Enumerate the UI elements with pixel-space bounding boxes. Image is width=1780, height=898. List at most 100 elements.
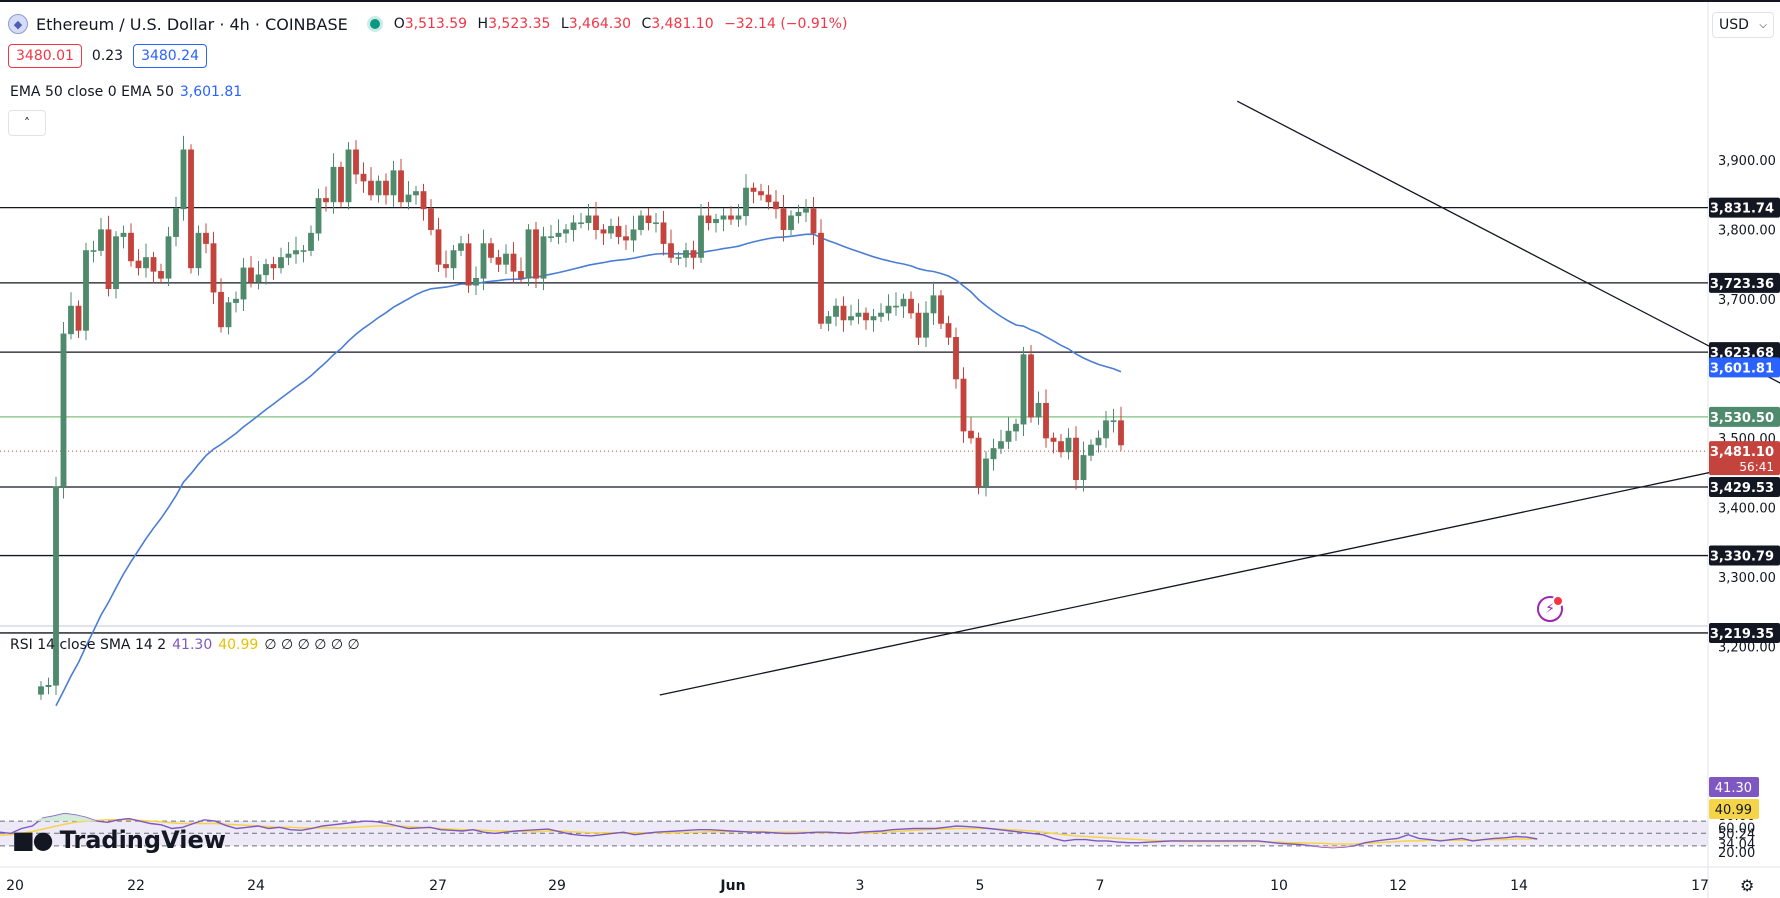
candle (165, 236, 172, 279)
candle (773, 201, 779, 210)
candle (113, 236, 119, 290)
lightning-icon[interactable]: ⚡ (1537, 595, 1564, 622)
ema-line (55, 233, 1122, 707)
candle (555, 232, 562, 237)
candle (885, 305, 892, 314)
currency-label: USD (1719, 17, 1749, 33)
sell-button[interactable]: 3480.01 (8, 44, 82, 68)
candle (1073, 437, 1079, 481)
candle (960, 378, 967, 432)
price-tick-label: 3,800.00 (1718, 224, 1776, 239)
current-price-badge: 3,481.10 (1710, 445, 1774, 460)
candle (953, 337, 959, 380)
candle (120, 232, 127, 237)
candle (863, 312, 869, 321)
level-badge-bg (1709, 622, 1780, 643)
trendline (659, 456, 1780, 696)
gear-icon[interactable]: ⚙ (1740, 876, 1755, 895)
candle (795, 212, 802, 217)
candle (1028, 354, 1034, 418)
level-badge: 3,723.36 (1710, 277, 1774, 292)
time-tick-label: 29 (548, 878, 566, 894)
symbol-title[interactable]: Ethereum / U.S. Dollar · 4h · COINBASE (36, 14, 348, 34)
tv-mark-icon: ■● (12, 826, 54, 854)
collapse-legend-button[interactable]: ˄ (8, 110, 46, 136)
trendline (1236, 100, 1780, 384)
ema-badge: 3,601.81 (1710, 361, 1774, 376)
rsi-badge: 41.30 (1715, 781, 1752, 796)
candle (38, 686, 44, 695)
candle (848, 316, 854, 321)
candle (315, 198, 322, 234)
candle (345, 149, 352, 203)
candle (1103, 420, 1109, 439)
candle (705, 215, 712, 224)
candle (270, 264, 277, 269)
candle (383, 180, 389, 196)
candle (1088, 444, 1094, 456)
candle (1118, 420, 1124, 446)
candle (698, 215, 704, 258)
candle (1110, 420, 1117, 422)
candle (810, 208, 817, 234)
candle (435, 229, 442, 265)
ethereum-icon: ◆ (8, 14, 28, 34)
candle (263, 264, 269, 276)
candle (45, 684, 52, 687)
candle (465, 243, 472, 286)
candle (780, 208, 787, 230)
candle (210, 243, 217, 293)
candle (255, 274, 262, 283)
candle (360, 173, 367, 182)
candle (98, 229, 104, 251)
time-tick-label: 7 (1096, 878, 1105, 894)
candle (540, 236, 547, 279)
candle (1058, 441, 1064, 453)
candle (83, 250, 89, 331)
candle (675, 257, 682, 259)
candle (68, 305, 74, 335)
candle (653, 222, 659, 225)
bid-ask-panel: 3480.01 0.23 3480.24 (8, 44, 207, 68)
rsi-tick-label: 50.24 (1718, 827, 1755, 842)
candle (750, 187, 757, 192)
candle (945, 323, 952, 338)
candle (1035, 403, 1042, 418)
candle (818, 232, 824, 324)
spread-value: 0.23 (91, 48, 124, 64)
currency-selector[interactable]: USD ⌵ (1712, 12, 1774, 38)
candle (195, 232, 202, 269)
rsi-overbought-fill (32, 813, 97, 822)
candle (743, 187, 749, 217)
time-tick-label: 14 (1510, 878, 1528, 894)
level-badge-bg (1709, 476, 1780, 497)
buy-button[interactable]: 3480.24 (133, 44, 207, 68)
ema-legend[interactable]: EMA 50 close 0 EMA 50 3,601.81 (10, 84, 242, 100)
level-badge-bg (1709, 545, 1780, 566)
candle (1013, 423, 1019, 432)
candle (420, 191, 427, 210)
price-tick-label: 3,700.00 (1718, 293, 1776, 308)
price-tick-label: 3,900.00 (1718, 154, 1776, 169)
candle (150, 257, 157, 272)
tradingview-logo[interactable]: ■● TradingView (12, 826, 226, 854)
candle (908, 298, 914, 314)
candle (450, 250, 457, 269)
time-tick-label: 3 (856, 878, 865, 894)
candle (240, 267, 247, 300)
time-tick-label: 22 (127, 878, 145, 894)
candle (533, 229, 539, 279)
candle (248, 267, 254, 283)
candle (128, 232, 134, 262)
level-badge: 3,831.74 (1710, 202, 1774, 217)
candle (330, 166, 337, 203)
candle (645, 215, 652, 224)
candle (578, 222, 584, 225)
rsi-legend[interactable]: RSI 14 close SMA 14 2 41.30 40.99 ∅ ∅ ∅ ∅ ∅… (10, 637, 360, 653)
chevron-up-icon: ˄ (24, 116, 30, 130)
rsi-oversold-fill (1300, 845, 1355, 848)
price-tick-label: 3,300.00 (1718, 571, 1776, 586)
ema-legend-value: 3,601.81 (179, 84, 243, 100)
candle (473, 277, 479, 286)
